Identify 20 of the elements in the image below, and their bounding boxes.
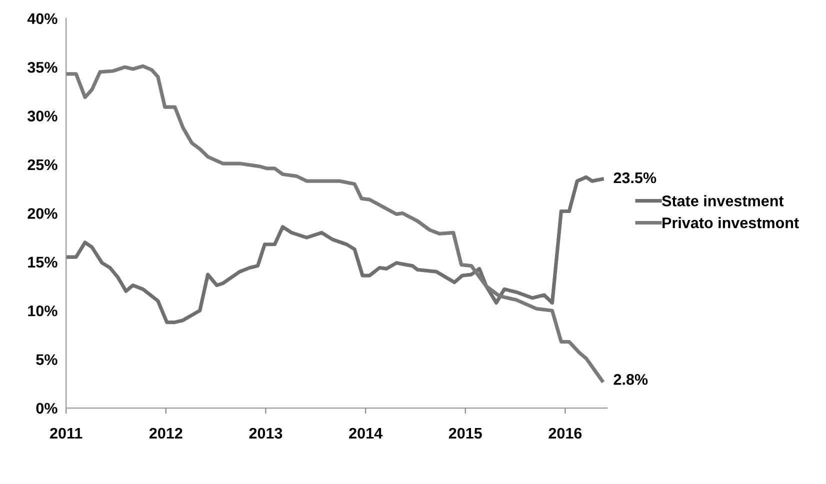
y-tick-label: 10% [28, 305, 58, 316]
x-tick-label: 2015 [448, 428, 482, 439]
y-tick-label: 5% [36, 354, 58, 365]
y-tick-label: 0% [36, 402, 58, 414]
annotation: 23.5% [614, 172, 656, 184]
legend-label: State investment [662, 195, 784, 206]
annotation: 2.8% [614, 374, 648, 385]
x-tick-label: 2011 [50, 428, 82, 439]
legend-label: Privato investmont [662, 217, 799, 228]
y-tick-label: 35% [28, 62, 58, 73]
x-tick-label: 2014 [349, 428, 382, 439]
y-tick-label: 25% [28, 159, 58, 170]
y-tick-label: 40% [27, 13, 58, 24]
y-tick-label: 30% [28, 110, 58, 122]
x-tick-label: 2016 [548, 428, 582, 439]
y-tick-label: 20% [28, 208, 58, 219]
y-tick-label: 15% [28, 256, 58, 268]
x-tick-label: 2013 [249, 428, 282, 439]
x-tick-label: 2012 [149, 428, 182, 439]
line-series [66, 64, 604, 383]
